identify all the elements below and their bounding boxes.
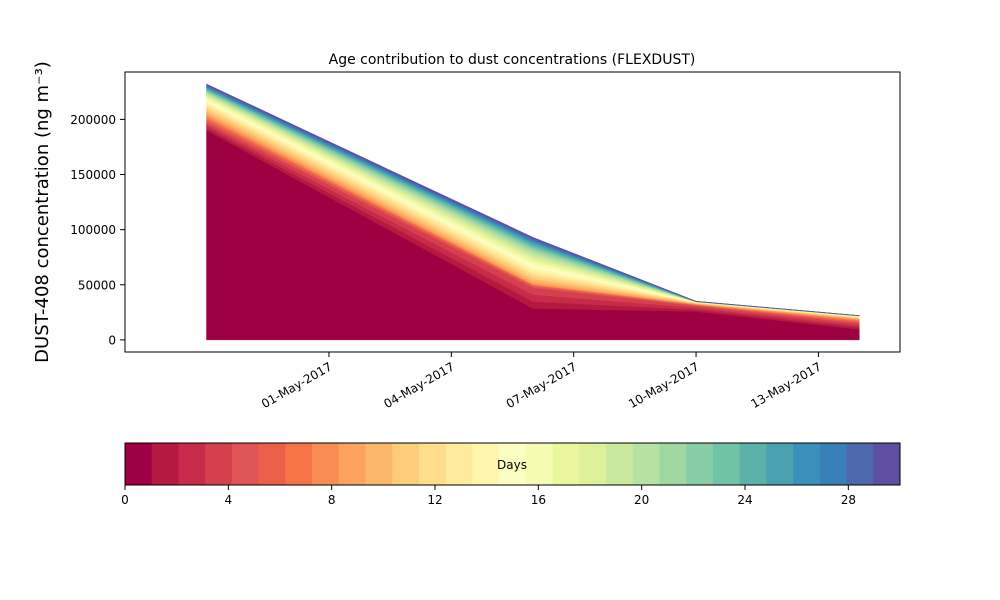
y-tick-label: 50000	[78, 278, 116, 292]
y-tick-label: 100000	[70, 223, 116, 237]
colorbar-segment	[579, 443, 607, 485]
plot-frame	[124, 71, 901, 353]
x-tick-label: 07-May-2017	[504, 359, 579, 411]
colorbar-tick-label: 4	[225, 493, 233, 507]
colorbar-tick-label: 12	[427, 493, 442, 507]
colorbar-segment	[445, 443, 473, 485]
colorbar-segment	[766, 443, 794, 485]
colorbar-segment	[632, 443, 660, 485]
colorbar-segment	[312, 443, 340, 485]
colorbar-tick-label: 24	[737, 493, 752, 507]
x-tick-label: 13-May-2017	[748, 359, 823, 411]
colorbar-tick-label: 20	[634, 493, 649, 507]
y-axis-label: DUST-408 concentration (ng m⁻³)	[32, 61, 53, 363]
colorbar-segment	[819, 443, 848, 485]
colorbar-tick-label: 16	[531, 493, 546, 507]
y-axis: 0 50000 100000 150000 200000	[70, 113, 125, 347]
colorbar-segment	[258, 443, 286, 485]
colorbar-segment	[686, 443, 714, 485]
colorbar-segment	[338, 443, 367, 485]
colorbar-tick-label: 0	[121, 493, 129, 507]
colorbar-segment	[418, 443, 447, 485]
colorbar	[125, 443, 901, 485]
colorbar-segment	[205, 443, 233, 485]
colorbar-segment	[552, 443, 580, 485]
colorbar-label: Days	[497, 458, 527, 472]
colorbar-segment	[178, 443, 206, 485]
x-tick-label: 10-May-2017	[626, 359, 701, 411]
colorbar-segment	[125, 443, 153, 485]
colorbar-segment	[739, 443, 767, 485]
colorbar-segment	[285, 443, 313, 485]
colorbar-tick-label: 28	[841, 493, 856, 507]
y-tick-label: 150000	[70, 168, 116, 182]
colorbar-ticks: 0 4 8 12 16 20 24 28	[121, 485, 856, 507]
y-tick-label: 0	[108, 333, 116, 347]
colorbar-segment	[472, 443, 500, 485]
colorbar-frame	[124, 442, 901, 486]
colorbar-segment	[525, 443, 554, 485]
age-area-bin-28	[206, 83, 860, 316]
colorbar-segment	[606, 443, 634, 485]
x-axis: 01-May-2017 04-May-2017 07-May-2017 10-May-…	[259, 352, 824, 411]
y-tick-label: 200000	[70, 113, 116, 127]
colorbar-segment	[793, 443, 821, 485]
colorbar-segment	[231, 443, 260, 485]
colorbar-segment	[151, 443, 179, 485]
x-tick-label: 01-May-2017	[259, 359, 334, 411]
colorbar-segment	[873, 443, 901, 485]
colorbar-segment	[846, 443, 874, 485]
colorbar-segment	[499, 443, 527, 485]
stacked-age-areas	[206, 83, 860, 341]
colorbar-segment	[392, 443, 420, 485]
colorbar-segment	[659, 443, 687, 485]
colorbar-segment	[365, 443, 393, 485]
chart-title: Age contribution to dust concentrations …	[329, 52, 696, 68]
x-tick-label: 04-May-2017	[381, 359, 456, 411]
colorbar-segment	[712, 443, 741, 485]
colorbar-tick-label: 8	[328, 493, 336, 507]
